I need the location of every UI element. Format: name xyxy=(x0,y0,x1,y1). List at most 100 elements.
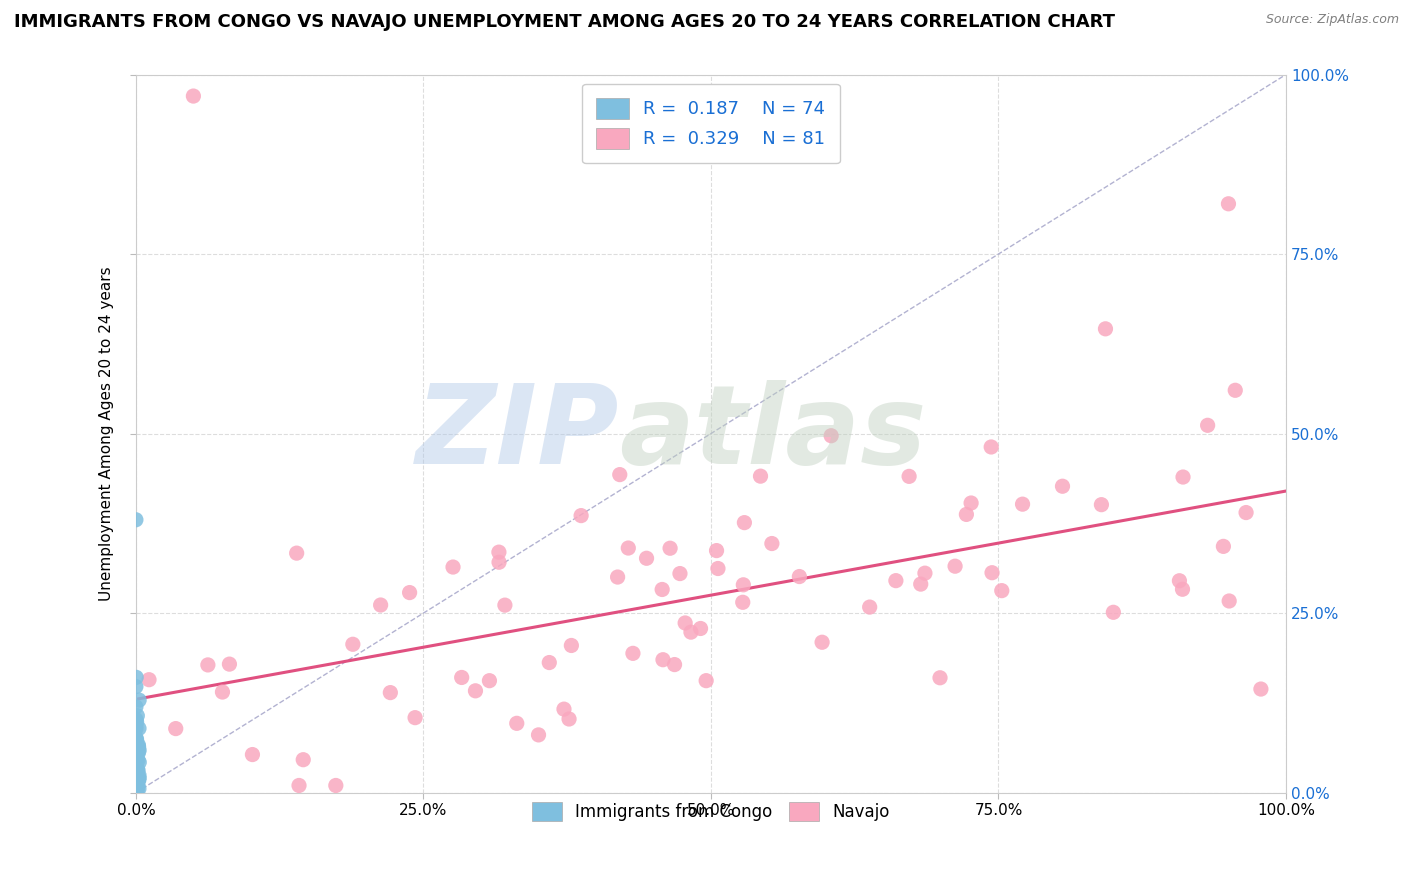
Point xyxy=(695,673,717,688)
Point xyxy=(1250,681,1272,696)
Point xyxy=(609,467,631,482)
Point xyxy=(1234,506,1257,520)
Point xyxy=(898,469,921,483)
Point xyxy=(125,762,148,776)
Point xyxy=(943,559,966,574)
Point xyxy=(733,516,755,530)
Point xyxy=(1218,594,1240,608)
Point xyxy=(127,772,149,787)
Point xyxy=(125,774,148,789)
Point xyxy=(125,777,148,791)
Point xyxy=(125,764,148,778)
Point xyxy=(1197,418,1219,433)
Point xyxy=(527,728,550,742)
Point xyxy=(125,783,148,797)
Point xyxy=(128,768,150,782)
Point xyxy=(910,577,932,591)
Point xyxy=(960,496,983,510)
Point xyxy=(673,615,696,630)
Point xyxy=(128,693,150,707)
Point xyxy=(242,747,264,762)
Point xyxy=(128,756,150,770)
Text: IMMIGRANTS FROM CONGO VS NAVAJO UNEMPLOYMENT AMONG AGES 20 TO 24 YEARS CORRELATI: IMMIGRANTS FROM CONGO VS NAVAJO UNEMPLOY… xyxy=(14,13,1115,31)
Point xyxy=(789,569,811,583)
Point xyxy=(617,541,640,555)
Point xyxy=(127,747,149,761)
Point xyxy=(707,561,730,575)
Point xyxy=(125,738,148,752)
Point xyxy=(441,560,464,574)
Point xyxy=(125,773,148,788)
Text: ZIP: ZIP xyxy=(415,380,619,487)
Point xyxy=(652,653,675,667)
Point xyxy=(981,566,1004,580)
Point xyxy=(398,585,420,599)
Point xyxy=(980,440,1002,454)
Point xyxy=(127,779,149,793)
Point xyxy=(1094,322,1116,336)
Point xyxy=(125,762,148,776)
Point xyxy=(127,764,149,778)
Legend: Immigrants from Congo, Navajo: Immigrants from Congo, Navajo xyxy=(519,789,903,835)
Text: atlas: atlas xyxy=(619,380,927,487)
Point xyxy=(125,699,148,714)
Y-axis label: Unemployment Among Ages 20 to 24 years: Unemployment Among Ages 20 to 24 years xyxy=(100,267,114,601)
Point xyxy=(125,764,148,779)
Point xyxy=(125,767,148,781)
Point xyxy=(380,685,402,699)
Point xyxy=(325,779,347,793)
Point xyxy=(706,543,728,558)
Point xyxy=(689,622,711,636)
Point xyxy=(285,546,308,560)
Point xyxy=(553,702,575,716)
Point xyxy=(125,763,148,777)
Point xyxy=(197,657,219,672)
Point xyxy=(125,680,148,694)
Point xyxy=(664,657,686,672)
Point xyxy=(127,753,149,767)
Point xyxy=(125,745,148,759)
Point xyxy=(404,711,426,725)
Point xyxy=(464,683,486,698)
Point xyxy=(125,754,148,768)
Point xyxy=(125,777,148,791)
Point xyxy=(342,637,364,651)
Point xyxy=(125,761,148,775)
Point xyxy=(127,708,149,723)
Point xyxy=(125,722,148,736)
Point xyxy=(929,671,952,685)
Point xyxy=(761,536,783,550)
Point xyxy=(488,545,510,559)
Point xyxy=(127,743,149,757)
Point xyxy=(370,598,392,612)
Point xyxy=(183,89,205,103)
Point xyxy=(128,773,150,788)
Point xyxy=(1168,574,1191,588)
Point xyxy=(636,551,658,566)
Point xyxy=(538,656,561,670)
Point xyxy=(125,732,148,747)
Point xyxy=(125,783,148,797)
Point xyxy=(128,722,150,736)
Point xyxy=(125,719,148,733)
Point xyxy=(125,513,148,527)
Point xyxy=(125,785,148,799)
Point xyxy=(1102,605,1125,619)
Point xyxy=(733,578,755,592)
Text: Source: ZipAtlas.com: Source: ZipAtlas.com xyxy=(1265,13,1399,27)
Point xyxy=(128,772,150,786)
Point xyxy=(125,780,148,794)
Point xyxy=(125,768,148,782)
Point xyxy=(125,759,148,773)
Point xyxy=(488,555,510,569)
Point xyxy=(125,731,148,745)
Point xyxy=(679,625,702,640)
Point xyxy=(558,712,581,726)
Point xyxy=(125,784,148,798)
Point xyxy=(1011,497,1033,511)
Point xyxy=(125,772,148,787)
Point xyxy=(991,583,1014,598)
Point xyxy=(669,566,692,581)
Point xyxy=(125,781,148,796)
Point xyxy=(125,781,148,796)
